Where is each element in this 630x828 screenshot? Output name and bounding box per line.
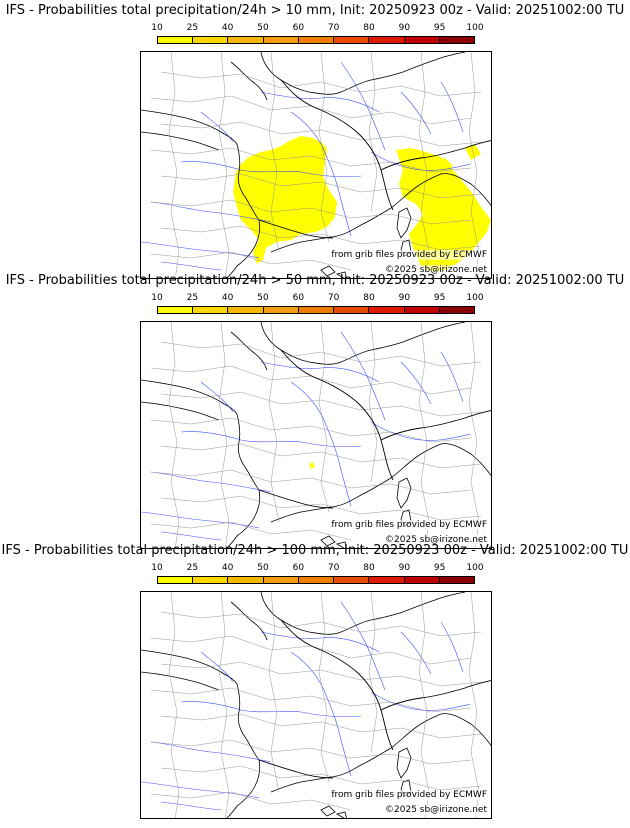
colorbar-segment [158,307,194,313]
colorbar-segment [404,307,440,313]
colorbar-tick-label: 100 [466,293,484,303]
admin-boundaries [150,592,482,818]
colorbar-segment [193,37,229,43]
colorbar-segment [263,37,299,43]
colorbar-segment [334,307,370,313]
colorbar-segment [228,577,264,583]
data-credit: from grib files provided by ECMWF [331,520,487,530]
colorbar-segment [439,307,474,313]
colorbar-tick-label: 10 [151,293,163,303]
colorbar-tick-label: 80 [363,23,375,33]
panel-title: IFS - Probabilities total precipitation/… [1,543,629,558]
copyright: ©2025 sb@irizone.net [385,265,487,275]
colorbar-segment [334,577,370,583]
map-canvas [141,322,491,548]
colorbar-segment [263,307,299,313]
colorbar-segment [193,307,229,313]
colorbar [157,36,475,44]
rivers [141,61,472,271]
data-credit: from grib files provided by ECMWF [331,250,487,260]
admin-boundaries [150,322,482,548]
colorbar-tick-label: 100 [466,563,484,573]
colorbar-segment [298,577,335,583]
colorbar-tick-label: 25 [186,293,199,303]
colorbar-segment [263,577,299,583]
colorbar-tick-label: 60 [292,23,305,33]
map-frame: from grib files provided by ECMWF ©2025 … [140,321,492,549]
map-panel-100mm: IFS - Probabilities total precipitation/… [0,543,630,819]
colorbar-segment [369,37,405,43]
coastline [141,322,491,548]
colorbar-segment [439,37,474,43]
colorbar-tick-label: 40 [221,293,234,303]
colorbar-tick-label: 40 [221,23,234,33]
colorbar-tick-label: 100 [466,23,484,33]
colorbar-segment [404,37,440,43]
colorbar-tick-label: 70 [327,293,340,303]
panel-title: IFS - Probabilities total precipitation/… [5,273,625,288]
copyright: ©2025 sb@irizone.net [385,805,487,815]
country-borders [258,619,491,779]
colorbar-segment [228,37,264,43]
map-canvas [141,52,491,278]
colorbar-tick-label: 70 [327,23,340,33]
rivers [141,601,472,811]
colorbar [157,576,475,584]
colorbar-ticks: 10 25 40 50 60 70 80 90 95 100 [151,23,483,35]
colorbar-segment [298,37,335,43]
colorbar-tick-label: 25 [186,563,199,573]
colorbar-segment [439,577,474,583]
map-panel-50mm: IFS - Probabilities total precipitation/… [0,273,630,549]
colorbar-tick-label: 50 [257,293,269,303]
colorbar-segment [193,577,229,583]
colorbar-segment [334,37,370,43]
precip-probability-area [233,136,491,272]
colorbar-tick-label: 90 [398,293,411,303]
colorbar-ticks: 10 25 40 50 60 70 80 90 95 100 [151,293,483,305]
coastline [141,592,491,818]
colorbar-tick-label: 80 [363,563,375,573]
colorbar-segment [369,577,405,583]
rivers [141,331,472,541]
copyright: ©2025 sb@irizone.net [385,535,487,545]
map-panel-10mm: IFS - Probabilities total precipitation/… [0,3,630,279]
colorbar-tick-label: 95 [433,23,446,33]
colorbar-ticks: 10 25 40 50 60 70 80 90 95 100 [151,563,483,575]
map-canvas [141,592,491,818]
colorbar-tick-label: 90 [398,563,411,573]
colorbar-tick-label: 90 [398,23,411,33]
colorbar-segment [298,307,335,313]
colorbar-segment [369,307,405,313]
panel-title: IFS - Probabilities total precipitation/… [5,3,625,18]
colorbar-tick-label: 95 [433,563,446,573]
colorbar-tick-label: 40 [221,563,234,573]
colorbar-tick-label: 10 [151,23,163,33]
colorbar-tick-label: 25 [186,23,199,33]
map-frame: from grib files provided by ECMWF ©2025 … [140,591,492,819]
colorbar-tick-label: 60 [292,293,305,303]
colorbar-tick-label: 50 [257,23,269,33]
colorbar-tick-label: 60 [292,563,305,573]
colorbar-segment [404,577,440,583]
colorbar-segment [228,307,264,313]
colorbar-segment [158,577,194,583]
precip-probability-area [309,462,315,469]
map-frame: from grib files provided by ECMWF ©2025 … [140,51,492,279]
country-borders [258,79,491,239]
colorbar-tick-label: 10 [151,563,163,573]
colorbar-segment [158,37,194,43]
country-borders [258,349,491,509]
colorbar-tick-label: 80 [363,293,375,303]
data-credit: from grib files provided by ECMWF [331,790,487,800]
colorbar-tick-label: 95 [433,293,446,303]
colorbar-tick-label: 50 [257,563,269,573]
colorbar-tick-label: 70 [327,563,340,573]
colorbar [157,306,475,314]
